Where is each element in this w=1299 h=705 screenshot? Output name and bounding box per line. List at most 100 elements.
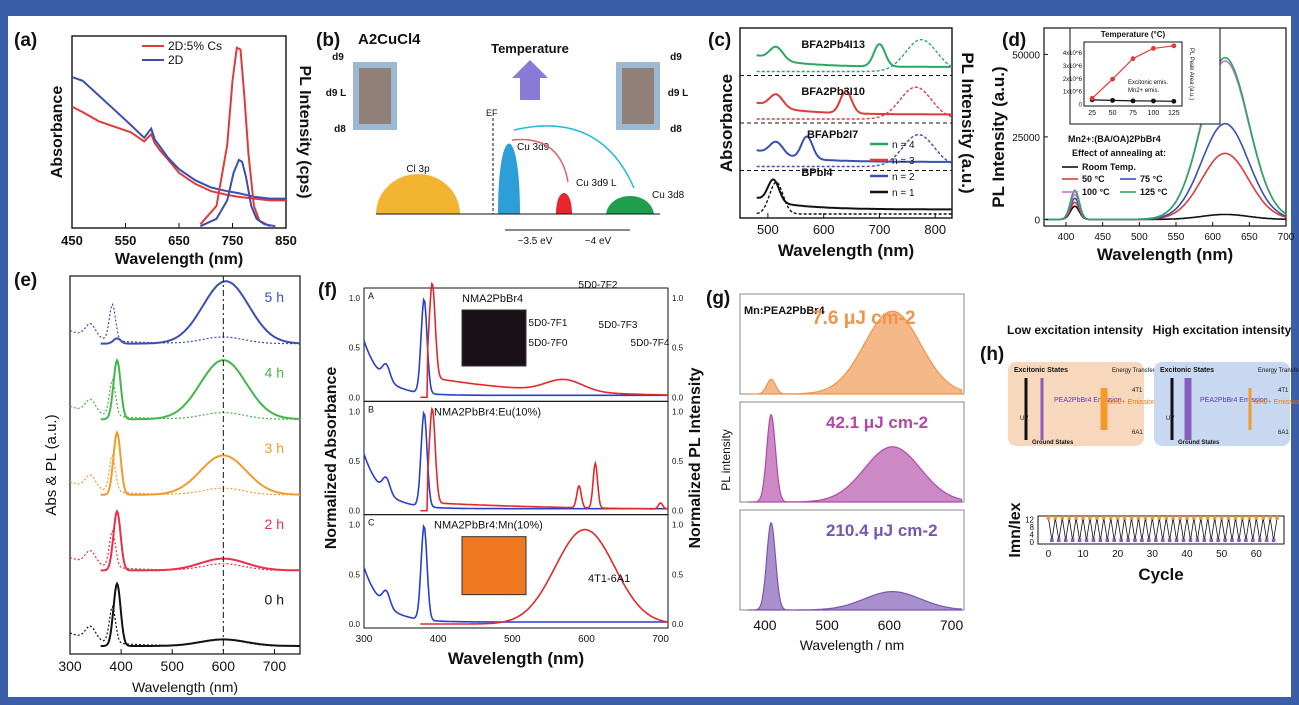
panel-d-inset-title: Temperature (°C) [1101,30,1166,39]
panel-h-cycle-point [1126,538,1130,543]
panel-f-xtick-label: 300 [356,634,373,645]
panel-d-inset-ylabel: PL Peak Area (a.u.) [1188,48,1194,100]
panel-h-cycle-point [1185,516,1189,520]
panel-g-area-1 [747,413,963,503]
panel-h-cycle-point [1268,516,1272,520]
panel-g-series-label-2: 210.4 μJ cm-2 [826,521,938,540]
panel-d-series-4 [1045,56,1287,221]
panel-a-y2label: PL Intensity (cps) [296,65,313,198]
panel-h-cycle-point [1212,516,1217,520]
panel-h-mn-emission-label: Mn2+ Emission [1108,399,1156,406]
panel-h-axes-box [1037,515,1285,545]
panel-d-legend-text: 100 °C [1082,187,1110,197]
panel-d-inset-xtick: 100 [1148,110,1160,117]
panel-d-annotation-1: Effect of annealing at: [1072,148,1166,158]
panel-h-uv-label: UV [1020,416,1028,422]
panel-g-series-label-1: 42.1 μJ cm-2 [826,413,928,432]
panel-d: (d)400 450 500 550 600 650 70002500050000Wavel… [989,27,1295,264]
panel-h-4t1-label: 4T1 [1278,388,1289,394]
panel-h-cycle-point [1050,538,1054,543]
panel-d-inset-xtick: 75 [1129,110,1137,117]
panel-h-cycle-point [1108,516,1113,520]
panel-d-inset-frame [1069,27,1221,125]
panel-h-cycle-point [1112,538,1117,543]
panel-f-y2tick: 0.5 [672,344,684,353]
panel-a: (a) 450 550 650 750 850 Wavelength (nm) Absorba… [14,30,313,268]
panel-c-abs-1 [756,89,952,116]
panel-d-inset-ytick: 3x10^6 [1063,64,1083,70]
panel-f-y2tick: 1.0 [672,407,684,416]
panel-f-y2tick: 0.5 [672,457,684,466]
panel-b-d-label: d8 [670,124,682,135]
panel-f-ytick: 0.0 [349,507,361,516]
panel-h-cycle-point [1157,516,1162,520]
panel-f-eu-annotation-0: 5D0-7F0 [529,338,568,349]
panel-d-xtick-label: 700 [1278,232,1295,243]
panel-c-legend-text: n = 4 [892,140,915,151]
panel-d-ytick-label: 50000 [1012,50,1040,61]
panel-c-abs-3 [756,178,952,211]
panel-e-pl-0 [100,280,301,345]
panel-h-xtick-label: 20 [1112,549,1124,560]
panel-h-cycle-point [1247,516,1252,520]
panel-d-legend-text: 50 °C [1082,174,1105,184]
panel-d-label: (d) [1002,30,1026,51]
panel-g-xtick-label: 400 [753,617,777,633]
panel-c-legend-text: n = 1 [892,188,915,199]
panel-f-pl-B [420,406,668,512]
panel-b-arrow-red [511,138,569,183]
panel-h-cycle-point [1046,516,1051,520]
panel-c-abs-0 [756,43,952,68]
panel-h-title-low: Low excitation intensity [1007,323,1143,337]
panel-b-crystal-core-0 [359,68,391,124]
panel-h: (h)Low excitation intensity High excitati… [980,323,1299,584]
panel-c-xlabel: Wavelength (nm) [778,241,914,260]
panel-f-xtick-label: 400 [430,634,447,645]
panel-b-cu3d9-label: Cu 3d9 [517,142,550,153]
panel-h-energy-transfer-label: Energy Transfer [1258,368,1299,374]
panel-h-cycle-point [1063,538,1068,543]
panel-e-xtick-label: 400 [109,658,133,674]
panel-f-ytick: 1.0 [349,521,361,530]
panel-d-legend-text: 125 °C [1140,187,1168,197]
panel-e-xlabel: Wavelength (nm) [132,679,238,695]
panel-d-inset-xtick: 25 [1088,110,1096,117]
panel-h-energy-transfer-label: Energy Transfer [1112,368,1155,374]
panel-d-inset-ytick: 1x10^6 [1063,90,1083,96]
panel-h-uv-label: UV [1166,416,1174,422]
panel-f-xtick-label: 500 [504,634,521,645]
panel-a-series-PL-3 [199,158,276,228]
panel-f-y2tick: 0.0 [672,393,684,402]
panel-h-ground-label: Ground States [1032,440,1074,446]
panel-b-arrow-cyan [513,125,635,189]
panel-b-d-label: d9 L [326,88,347,99]
panel-d-ytick-label: 0 [1034,215,1040,226]
panel-f-subpanel-C [363,514,669,629]
panel-b-temperature: Temperature [491,41,569,56]
panel-b-gap2-label: ~4 eV [585,236,612,247]
panel-b-cu3d8-label: Cu 3d8 [652,190,685,201]
panel-h-cycle-point [1074,516,1078,520]
panel-h-cycle-point [1271,538,1276,543]
panel-f-ytick: 0.5 [349,344,361,353]
panel-h-cycle-point [1188,538,1193,543]
panel-f-subpanel-id-A: A [368,291,374,301]
panel-h-cycle-point [1119,538,1123,543]
panel-h-cycle-point [1095,516,1099,520]
panel-f: (f) A NMA2PbBr4 0.0 0.0 0.5 0.5 1.0 1.0 B NMA2PbBr… [318,280,704,668]
panel-e-pl-2 [100,430,300,496]
panel-a-series-PL-2 [199,46,271,228]
panel-g-title: Mn:PEA2PbBr4 [744,305,826,317]
panel-h-cycle-point [1226,516,1231,520]
panel-e-series-label-1: 4 h [265,365,284,381]
panel-h-xlabel: Cycle [1138,565,1183,584]
panel-g-area-2 [747,521,963,611]
panel-f-pl-A [420,281,668,399]
panel-f-xtick-label: 700 [652,634,669,645]
panel-c-ylabel: Absorbance [717,74,736,172]
panel-g-label: (g) [706,288,730,309]
panel-b-cu3d9l-band [556,193,572,214]
panel-e-pl-4 [100,581,300,647]
panel-d-legend-text: 75 °C [1140,174,1163,184]
panel-c-xtick-label: 700 [869,222,891,237]
